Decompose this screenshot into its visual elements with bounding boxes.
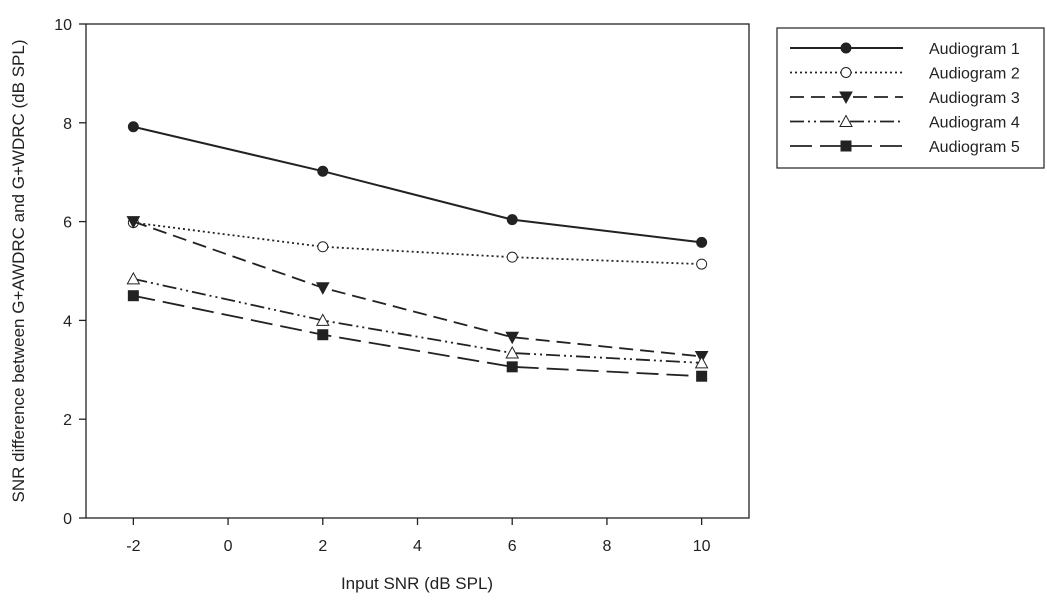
legend-label: Audiogram 5 — [929, 139, 1020, 156]
series-audiogram-2 — [127, 217, 708, 270]
legend-items: Audiogram 1 Audiogram 2 Audiogram 3 Audiogr… — [790, 41, 1020, 156]
data-point — [696, 258, 708, 270]
y-tick-label: 0 — [63, 511, 72, 528]
legend-label: Audiogram 1 — [929, 41, 1020, 58]
x-tick-label: 0 — [224, 538, 233, 555]
legend-swatch-marker — [840, 67, 852, 78]
plot-area-frame — [85, 23, 750, 519]
data-point — [696, 236, 708, 248]
legend-label: Audiogram 2 — [929, 66, 1020, 83]
x-tick-label: 6 — [508, 538, 517, 555]
x-axis: -2 0 2 4 6 8 10 — [126, 518, 711, 555]
legend-swatch-marker — [839, 114, 853, 127]
legend-swatch-marker — [839, 91, 853, 105]
series-line — [133, 221, 702, 265]
series-audiogram-1 — [127, 121, 708, 248]
legend: Audiogram 1 Audiogram 2 Audiogram 3 Audiogr… — [776, 27, 1045, 169]
series-layer — [126, 121, 709, 382]
legend-item: Audiogram 5 — [790, 139, 1020, 156]
series-line — [133, 278, 702, 364]
data-point — [315, 282, 330, 295]
legend-item: Audiogram 4 — [790, 114, 1020, 132]
y-tick-label: 4 — [63, 313, 72, 330]
legend-item: Audiogram 1 — [790, 41, 1020, 58]
y-tick-label: 10 — [54, 17, 72, 34]
data-point — [317, 329, 329, 341]
y-tick-label: 2 — [63, 412, 72, 429]
data-point — [126, 271, 141, 285]
series-audiogram-4 — [126, 271, 709, 369]
data-point — [126, 216, 141, 229]
data-point — [696, 370, 708, 382]
x-tick-label: 2 — [318, 538, 327, 555]
y-axis: 0 2 4 6 8 10 — [54, 17, 86, 528]
data-point — [506, 251, 518, 263]
data-point — [127, 121, 139, 133]
series-audiogram-5 — [127, 290, 708, 382]
series-audiogram-3 — [126, 216, 709, 364]
y-tick-label: 8 — [63, 116, 72, 133]
legend-frame — [776, 27, 1045, 169]
series-line — [133, 220, 702, 358]
data-point — [506, 361, 518, 373]
legend-label: Audiogram 4 — [929, 115, 1020, 132]
data-point — [505, 331, 520, 345]
x-tick-label: 4 — [413, 538, 422, 555]
data-point — [315, 313, 330, 326]
data-point — [317, 241, 329, 253]
y-axis-title: SNR difference between G+AWDRC and G+WDR… — [9, 40, 28, 503]
y-tick-label: 6 — [63, 215, 72, 232]
data-point — [506, 214, 518, 226]
x-tick-label: 10 — [693, 538, 711, 555]
x-tick-label: -2 — [126, 538, 140, 555]
legend-item: Audiogram 3 — [790, 90, 1020, 107]
series-line — [133, 125, 702, 244]
series-line — [133, 294, 702, 378]
x-axis-title: Input SNR (dB SPL) — [341, 574, 493, 593]
legend-label: Audiogram 3 — [929, 90, 1020, 107]
legend-item: Audiogram 2 — [790, 66, 1020, 83]
legend-swatch-marker — [840, 140, 852, 152]
x-tick-label: 8 — [602, 538, 611, 555]
data-point — [505, 345, 520, 359]
legend-swatch-marker — [840, 42, 852, 54]
data-point — [694, 355, 709, 369]
data-point — [317, 165, 329, 177]
data-point — [127, 290, 139, 302]
